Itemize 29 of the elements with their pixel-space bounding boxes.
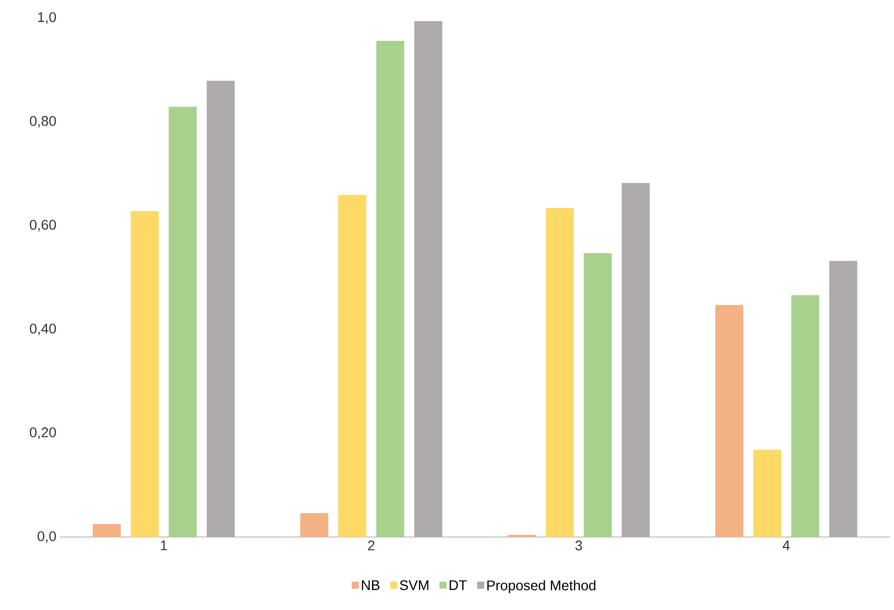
bar — [168, 106, 197, 537]
bar — [584, 253, 612, 537]
y-tick-label: 0,20 — [30, 427, 56, 439]
y-tick-label: 0,40 — [30, 324, 56, 336]
bar — [300, 513, 328, 537]
legend-label: SVM — [400, 580, 428, 590]
y-tick-label: 0,60 — [30, 220, 56, 232]
bar — [546, 208, 574, 537]
bar — [791, 295, 820, 537]
bar — [715, 305, 744, 537]
bar — [414, 21, 442, 537]
bar — [130, 211, 159, 537]
bar — [338, 194, 366, 537]
bar — [829, 260, 858, 537]
legend-label: DT — [450, 580, 467, 590]
x-tick-label: 3 — [575, 540, 582, 550]
x-tick-label: 2 — [368, 540, 374, 550]
y-tick-label: 0,80 — [30, 116, 56, 128]
x-tick-label: 4 — [782, 540, 790, 550]
y-tick-label: 0,0 — [38, 531, 56, 543]
bar — [376, 40, 404, 537]
legend-label: Proposed Method — [487, 580, 596, 594]
bar — [92, 524, 121, 537]
x-tick-label: 1 — [160, 540, 167, 550]
legend-label: NB — [362, 580, 380, 590]
bar — [622, 183, 650, 537]
bar — [206, 80, 235, 537]
bar — [753, 450, 782, 537]
y-tick-label: 1,0 — [38, 12, 56, 24]
